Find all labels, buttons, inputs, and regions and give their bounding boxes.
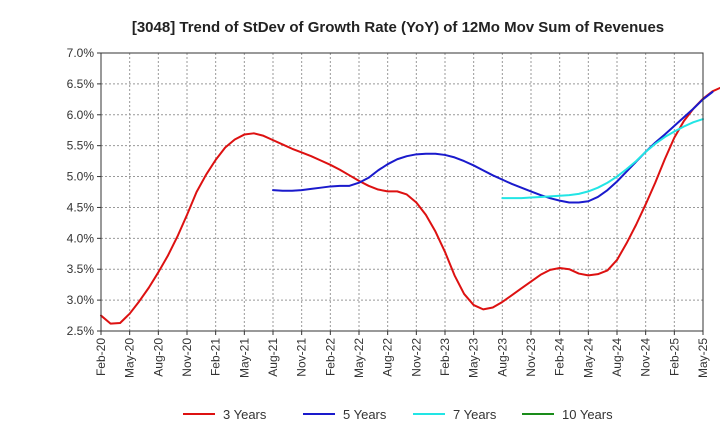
y-axis: 2.5% 3.0% 3.5% 4.0% 4.5% 5.0% 5.5% 6.0% 6.5% 7.0% — [67, 46, 101, 338]
x-axis: Feb-20 May-20 Aug-20 Nov-20 Feb-21 May-21 Aug-… — [94, 331, 710, 378]
y-tick-label: 5.0% — [67, 170, 95, 184]
y-tick-label: 3.0% — [67, 293, 95, 307]
x-tick-label: Feb-22 — [323, 338, 337, 376]
legend-label-10-years: 10 Years — [562, 407, 613, 422]
legend-label-3-years: 3 Years — [223, 407, 267, 422]
y-tick-label: 6.5% — [67, 77, 95, 91]
x-tick-label: Aug-20 — [151, 338, 165, 377]
x-tick-label: May-21 — [237, 338, 251, 378]
plot-frame — [100, 52, 704, 332]
x-tick-label: May-20 — [123, 338, 137, 378]
legend-label-5-years: 5 Years — [343, 407, 387, 422]
y-tick-label: 6.0% — [67, 108, 95, 122]
x-tick-label: May-22 — [352, 338, 366, 378]
y-tick-label: 7.0% — [67, 46, 95, 60]
series-line-7-years — [501, 118, 704, 200]
x-tick-label: May-24 — [581, 338, 595, 378]
x-tick-label: Aug-24 — [610, 338, 624, 377]
y-tick-label: 4.5% — [67, 200, 95, 214]
x-tick-label: Nov-22 — [409, 338, 423, 377]
y-tick-label: 3.5% — [67, 262, 95, 276]
y-tick-label: 4.0% — [67, 231, 95, 245]
x-tick-label: Nov-23 — [524, 338, 538, 377]
x-tick-label: Nov-20 — [180, 338, 194, 377]
x-tick-label: May-23 — [467, 338, 481, 378]
x-tick-label: Feb-23 — [438, 338, 452, 376]
x-tick-label: Feb-21 — [209, 338, 223, 376]
chart-title: [3048] Trend of StDev of Growth Rate (Yo… — [132, 19, 664, 36]
legend-label-7-years: 7 Years — [453, 407, 497, 422]
y-tick-label: 5.5% — [67, 139, 95, 153]
x-tick-label: Nov-21 — [295, 338, 309, 377]
y-tick-label: 2.5% — [67, 324, 95, 338]
legend: 3 Years 5 Years 7 Years 10 Years — [183, 407, 613, 422]
x-tick-label: Feb-25 — [667, 338, 681, 376]
x-tick-label: Aug-23 — [495, 338, 509, 377]
series-line-3-years — [100, 86, 720, 325]
x-tick-label: Aug-21 — [266, 338, 280, 377]
x-tick-label: Nov-24 — [639, 338, 653, 377]
series-lines — [100, 86, 720, 325]
x-tick-label: Feb-24 — [553, 338, 567, 376]
x-tick-label: Aug-22 — [381, 338, 395, 377]
x-tick-label: May-25 — [696, 338, 710, 378]
x-tick-label: Feb-20 — [94, 338, 108, 376]
